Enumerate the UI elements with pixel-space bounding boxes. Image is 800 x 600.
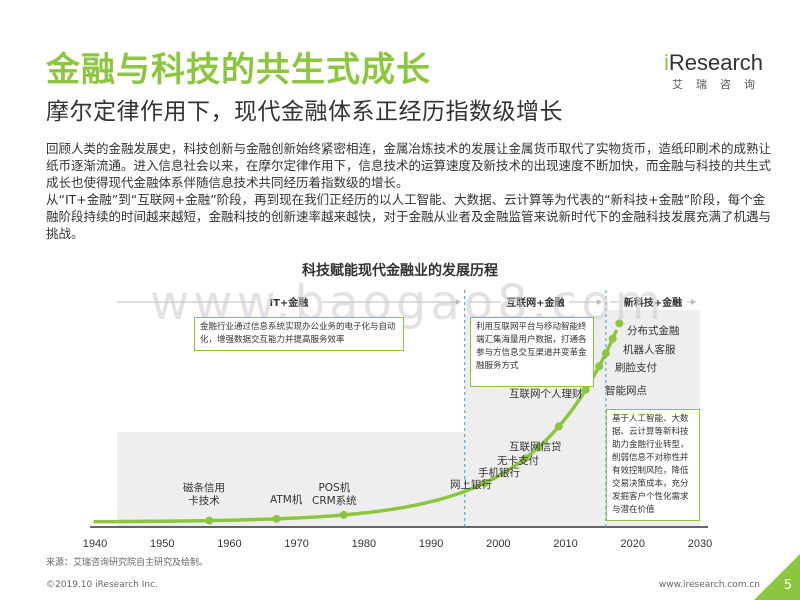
event-marker (339, 510, 348, 519)
stage-arrowhead-3 (691, 299, 696, 305)
event-marker (205, 516, 214, 525)
growth-curve (93, 329, 618, 524)
event-marker (581, 385, 590, 394)
logo-subtitle: 艾瑞咨询 (672, 78, 768, 91)
event-label: POS机 CRM系统 (312, 482, 357, 507)
event-marker (615, 319, 624, 328)
footer-copyright: ©2019.10 iResearch Inc. (46, 580, 158, 590)
x-tick-label: 2000 (486, 538, 510, 550)
intro-text: 回顾人类的金融发展史，科技创新与金融创新始终紧密相连，金属冶炼技术的发展让金属货… (46, 140, 776, 242)
x-tick-label: 1940 (83, 538, 107, 550)
page-subtitle: 摩尔定律作用下，现代金融体系正经历指数级增长 (46, 99, 563, 125)
event-label: 互联网个人理财 (509, 388, 583, 400)
stage-label-1: IT+金融 (269, 296, 308, 309)
x-tick-label: 1950 (150, 538, 174, 550)
logo-wordmark: iResearch (664, 50, 764, 75)
event-marker (601, 349, 610, 358)
x-tick-label: 1990 (419, 538, 443, 550)
event-label: ATM机 (270, 494, 303, 506)
stage-arrowhead-2 (596, 299, 602, 305)
x-tick-label: 2020 (621, 538, 645, 550)
event-label: 智能网点 (605, 385, 647, 397)
x-tick-label: 2030 (688, 538, 712, 550)
x-tick-label: 2010 (553, 538, 577, 550)
event-marker (272, 514, 281, 523)
stage-label-bg-3 (618, 294, 687, 310)
x-tick-label: 1970 (284, 538, 308, 550)
source-note: 来源：艾瑞咨询研究院自主研究及绘制。 (46, 558, 209, 568)
event-marker (480, 478, 489, 487)
event-label: 机器人客服 (623, 344, 676, 356)
stage-arrowhead-1 (455, 299, 461, 305)
corner-decoration (754, 554, 800, 600)
stage-description-1: 金融行业通过信息系统实现办公业务的电子化与自动化，增强数据交互能力并提高服务效率 (194, 317, 404, 351)
footer-site: www.iresearch.com.cn (658, 580, 760, 590)
event-marker (595, 362, 604, 371)
event-label: 刷脸支付 (615, 362, 657, 374)
x-tick-label: 1980 (352, 538, 376, 550)
chart-title: 科技赋能现代金融业的发展历程 (302, 263, 498, 279)
event-marker (534, 443, 543, 452)
intro-paragraph-1: 回顾人类的金融发展史，科技创新与金融创新始终紧密相连，金属冶炼技术的发展让金属货… (46, 141, 772, 190)
stage-label-bg-2 (501, 294, 570, 310)
event-label: 手机银行 (478, 467, 520, 479)
x-tick-label: 1960 (217, 538, 241, 550)
stage-description-2: 利用互联网平台与移动智能终端汇集海量用户数据，打通各参与方信息交互渠道并变革金融… (470, 317, 594, 387)
event-label: 无卡支付 (497, 455, 539, 467)
event-label: 磁条信用 卡技术 (183, 482, 225, 507)
stage-label-bg-1 (254, 294, 323, 310)
page-number: 5 (783, 578, 792, 593)
stage-label-2: 互联网+金融 (506, 296, 564, 309)
event-label: 互联网信贷 (509, 441, 562, 453)
stage-description-3: 基于人工智能、大数据、云计算等新科技助力金融行业转型，削弱信息不对称性并有效控制… (606, 409, 700, 521)
event-marker (554, 422, 563, 431)
stage-bg-it (117, 432, 465, 527)
iresearch-logo: iResearch 艾瑞咨询 (664, 50, 774, 91)
page-title: 金融与科技的共生式成长 (46, 50, 431, 90)
event-marker (608, 334, 617, 343)
intro-paragraph-2: 从“IT+金融”到“互联网+金融”阶段，再到现在我们正经历的以人工智能、大数据、… (46, 192, 772, 241)
event-label: 分布式金融 (627, 325, 680, 337)
event-marker (521, 454, 530, 463)
stage-label-3: 新科技+金融 (624, 296, 682, 309)
event-label: 网上银行 (450, 479, 492, 491)
